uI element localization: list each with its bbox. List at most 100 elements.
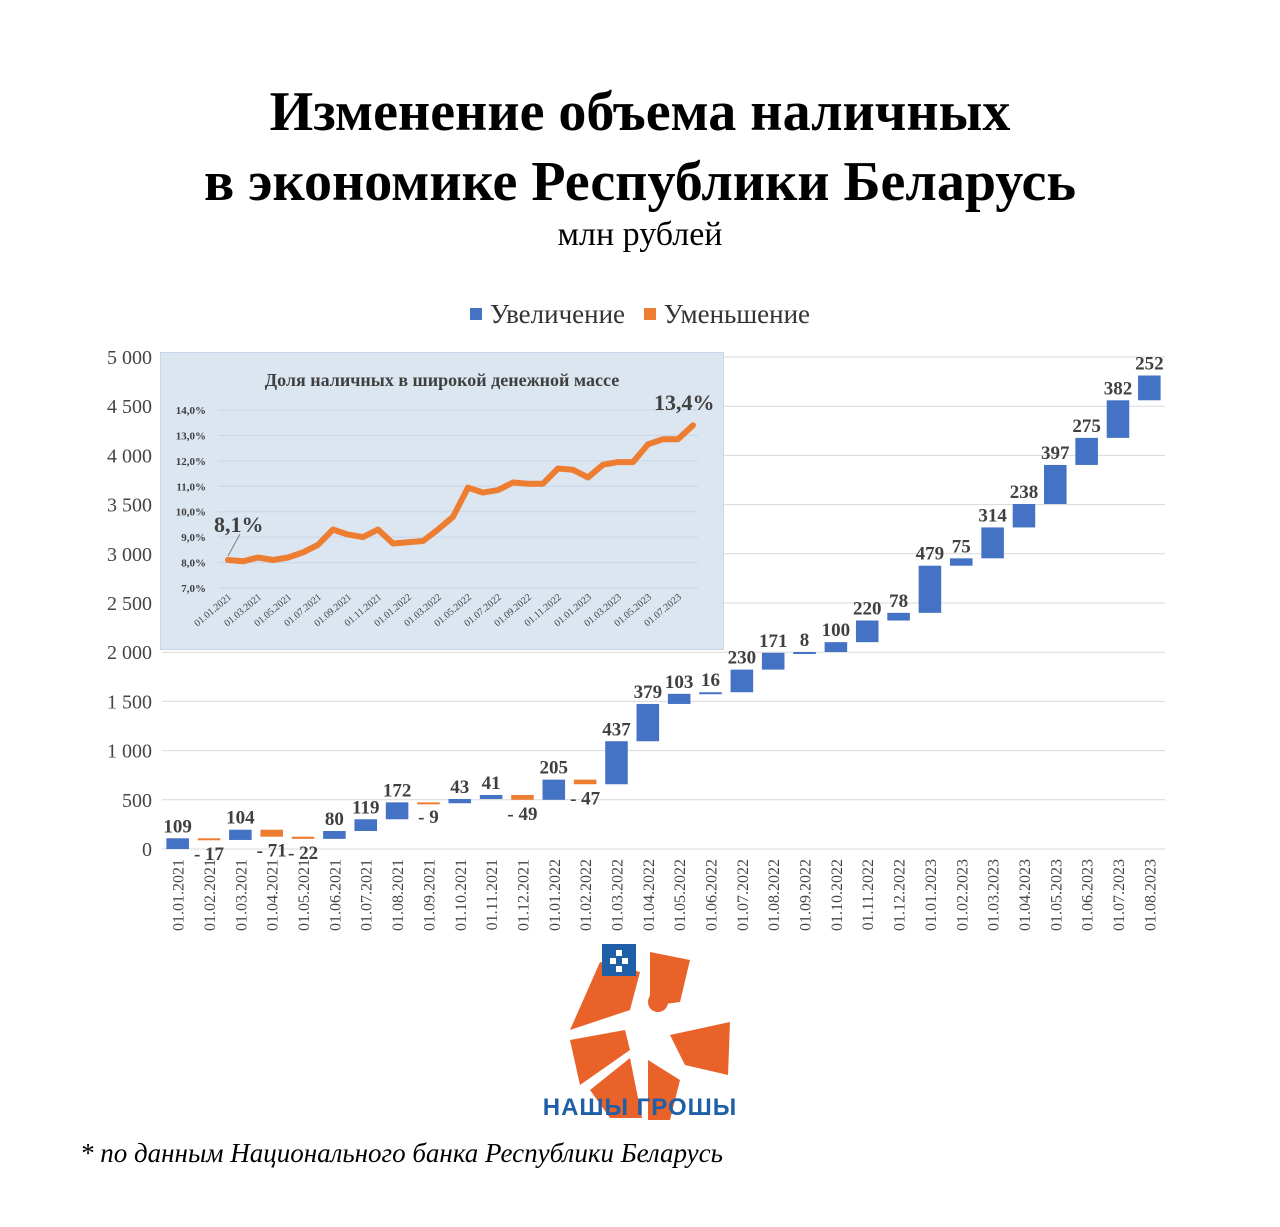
- bar-increase: [793, 652, 816, 655]
- x-tick-label: 01.07.2021: [359, 859, 376, 931]
- inset-y-tick-label: 11,0%: [176, 481, 206, 493]
- bar-value-label: - 49: [507, 804, 537, 825]
- inset-line-chart: Доля наличных в широкой денежной массе 7,…: [160, 352, 724, 650]
- x-tick-label: 01.08.2021: [390, 859, 407, 931]
- y-tick-label: 2 000: [107, 642, 152, 664]
- bar-value-label: 78: [889, 591, 908, 612]
- bar-increase: [542, 779, 566, 800]
- bar-decrease: [573, 779, 597, 785]
- bar-value-label: 238: [1010, 482, 1039, 503]
- x-tick-label: 01.05.2021: [296, 859, 313, 931]
- bar-increase: [448, 799, 472, 804]
- bar-value-label: 437: [602, 719, 631, 740]
- bar-value-label: - 47: [570, 788, 601, 809]
- legend-label-decrease: Уменьшение: [663, 298, 810, 329]
- legend-swatch-decrease: [643, 308, 656, 320]
- bar-value-label: 75: [952, 536, 971, 557]
- y-tick-label: 4 000: [107, 445, 152, 467]
- bar-increase: [887, 612, 910, 621]
- bar-increase: [636, 703, 660, 742]
- x-tick-label: 01.08.2022: [766, 859, 783, 931]
- bar-value-label: 41: [482, 773, 501, 794]
- x-tick-label: 01.09.2021: [421, 859, 438, 931]
- inset-y-tick-label: 9,0%: [181, 532, 206, 544]
- bar-value-label: 314: [978, 505, 1007, 526]
- bar-increase: [699, 692, 722, 695]
- bar-value-label: 275: [1072, 416, 1101, 437]
- x-tick-label: 01.12.2021: [515, 859, 532, 931]
- bar-value-label: 8: [800, 630, 810, 651]
- bar-value-label: 16: [701, 670, 720, 691]
- legend-item-decrease: Уменьшение: [643, 298, 810, 330]
- inset-y-tick-label: 12,0%: [176, 456, 206, 468]
- x-tick-label: 01.03.2021: [233, 859, 250, 931]
- bar-increase: [761, 652, 785, 670]
- bar-value-label: 104: [226, 808, 255, 829]
- bar-value-label: 172: [383, 780, 412, 801]
- bar-increase: [166, 838, 189, 849]
- bar-increase: [667, 693, 691, 704]
- x-tick-label: 01.07.2022: [735, 859, 752, 931]
- x-tick-label: 01.01.2023: [923, 859, 940, 931]
- nashy-groshy-logo: [570, 944, 730, 1120]
- bar-decrease: [511, 794, 534, 800]
- inset-y-tick-label: 8,0%: [181, 558, 206, 570]
- y-tick-label: 0: [142, 839, 152, 861]
- x-tick-label: 01.05.2022: [672, 859, 689, 931]
- bar-increase: [385, 802, 409, 820]
- x-tick-label: 01.04.2022: [641, 859, 658, 931]
- inset-series-line: [225, 422, 696, 565]
- bar-value-label: - 22: [288, 843, 318, 864]
- inset-y-tick-label: 14,0%: [176, 405, 206, 417]
- bar-value-label: - 71: [257, 841, 287, 862]
- x-tick-label: 01.06.2022: [704, 859, 721, 931]
- chart-subtitle: млн рублей: [557, 216, 723, 253]
- bar-increase: [1075, 437, 1098, 465]
- y-tick-label: 3 500: [107, 495, 152, 517]
- bar-value-label: 379: [634, 682, 663, 703]
- bar-value-label: - 9: [418, 807, 439, 828]
- bar-value-label: 43: [450, 777, 469, 798]
- x-tick-label: 01.02.2021: [202, 859, 219, 931]
- bar-value-label: 230: [728, 648, 757, 669]
- bar-increase: [855, 620, 879, 643]
- x-tick-label: 01.05.2023: [1048, 859, 1065, 931]
- bar-value-label: 100: [822, 620, 851, 641]
- x-tick-label: 01.08.2023: [1142, 859, 1159, 931]
- bar-increase: [1138, 375, 1161, 401]
- bar-increase: [1106, 400, 1130, 438]
- x-tick-label: 01.01.2021: [171, 859, 188, 931]
- x-tick-label: 01.10.2021: [453, 859, 470, 931]
- x-tick-label: 01.04.2023: [1017, 859, 1034, 931]
- x-tick-label: 01.06.2021: [327, 859, 344, 931]
- inset-background: [160, 352, 724, 650]
- x-tick-label: 01.11.2022: [860, 859, 877, 930]
- x-tick-label: 01.10.2022: [829, 859, 846, 931]
- logo-text: НАШЫ ГРОШЫ: [542, 1094, 738, 1121]
- x-tick-label: 01.04.2021: [265, 859, 282, 931]
- bar-increase: [949, 558, 973, 566]
- x-tick-label: 01.02.2023: [954, 859, 971, 931]
- bar-increase: [354, 819, 378, 831]
- bar-value-label: 109: [163, 816, 192, 837]
- x-tick-label: 01.01.2022: [547, 859, 564, 931]
- y-tick-label: 3 000: [107, 544, 152, 566]
- legend-swatch-increase: [470, 308, 482, 320]
- bar-value-label: 382: [1104, 378, 1133, 399]
- bar-increase: [323, 830, 346, 839]
- bar-value-label: - 17: [194, 844, 225, 865]
- chart-title-line-2: в экономике Республики Беларусь: [204, 151, 1076, 213]
- legend-label-increase: Увеличение: [490, 298, 626, 329]
- bar-increase: [1012, 504, 1036, 528]
- bar-increase: [824, 642, 848, 653]
- bar-increase: [479, 794, 503, 800]
- bar-value-label: 252: [1135, 353, 1164, 374]
- bar-value-label: 119: [352, 797, 379, 818]
- bar-value-label: 220: [853, 599, 882, 620]
- bar-increase: [981, 527, 1004, 559]
- legend-item-increase: Увеличение: [470, 299, 625, 330]
- inset-y-tick-label: 10,0%: [176, 507, 206, 519]
- y-tick-label: 2 500: [107, 593, 152, 615]
- bar-increase: [730, 669, 754, 693]
- bar-value-label: 205: [540, 758, 569, 779]
